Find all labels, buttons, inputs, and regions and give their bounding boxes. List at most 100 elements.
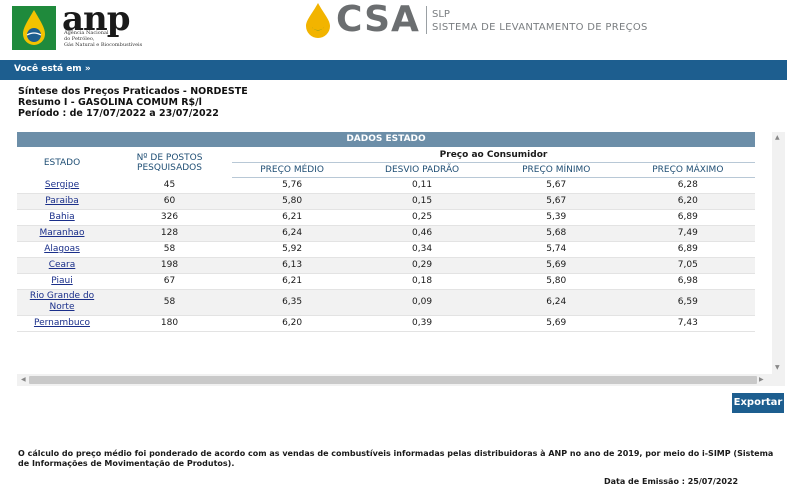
desvio-cell: 0,09 [352,289,492,316]
state-link[interactable]: Pernambuco [17,315,107,332]
column-header-postos: Nº DE POSTOS PESQUISADOS [136,153,203,173]
preco-medio-cell: 6,24 [232,225,353,242]
horizontal-scrollbar[interactable]: ◀ ▶ [17,374,785,386]
report-period: Período : de 17/07/2022 a 23/07/2022 [18,108,219,119]
breadcrumb: Você está em » [14,64,91,74]
breadcrumb-bar: Você está em » [0,60,787,80]
preco-maximo-cell: 6,59 [620,289,755,316]
postos-cell: 60 [107,193,232,210]
preco-medio-cell: 6,13 [232,257,353,274]
state-link[interactable]: Paraiba [17,193,107,210]
postos-cell: 58 [107,289,232,316]
export-button[interactable]: Exportar [732,393,784,413]
postos-cell: 128 [107,225,232,242]
preco-maximo-cell: 7,05 [620,257,755,274]
scroll-up-icon[interactable]: ▲ [775,134,780,141]
postos-cell: 45 [107,177,232,194]
column-header-preco-minimo: PREÇO MÍNIMO [491,162,621,178]
report-title: Síntese dos Preços Praticados - NORDESTE [18,86,248,97]
preco-maximo-cell: 6,89 [620,209,755,226]
slp-label: SLP [432,9,450,20]
preco-minimo-cell: 5,74 [491,241,621,258]
state-link[interactable]: Piaui [17,273,107,290]
desvio-cell: 0,11 [352,177,492,194]
anp-logo-icon [12,6,56,50]
preco-minimo-cell: 5,69 [491,315,621,332]
preco-minimo-cell: 6,24 [491,289,621,316]
desvio-cell: 0,18 [352,273,492,290]
postos-cell: 180 [107,315,232,332]
preco-minimo-cell: 5,69 [491,257,621,274]
postos-cell: 198 [107,257,232,274]
column-header-desvio: DESVIO PADRÃO [352,162,492,178]
desvio-cell: 0,46 [352,225,492,242]
preco-medio-cell: 5,76 [232,177,353,194]
scroll-down-icon[interactable]: ▼ [775,364,780,371]
table-row: Sergipe 45 5,76 0,11 5,67 6,28 [17,177,755,194]
emission-date: Data de Emissão : 25/07/2022 [604,477,739,486]
report-titles: Síntese dos Preços Praticados - NORDESTE… [18,86,248,119]
table-row: Maranhao 128 6,24 0,46 5,68 7,49 [17,225,755,242]
state-link[interactable]: Maranhao [17,225,107,242]
state-link[interactable]: Ceara [17,257,107,274]
table-row: Alagoas 58 5,92 0,34 5,74 6,89 [17,241,755,258]
data-table-panel: DADOS ESTADO ESTADO Nº DE POSTOS PESQUIS… [17,130,785,386]
anp-subtitle: Agência Nacional do Petróleo, Gás Natura… [64,30,144,48]
report-subtitle: Resumo I - GASOLINA COMUM R$/l [18,97,202,108]
desvio-cell: 0,25 [352,209,492,226]
desvio-cell: 0,39 [352,315,492,332]
state-link[interactable]: Rio Grande do Norte [17,289,107,316]
preco-medio-cell: 6,35 [232,289,353,316]
preco-maximo-cell: 6,89 [620,241,755,258]
preco-minimo-cell: 5,67 [491,193,621,210]
preco-medio-cell: 5,80 [232,193,353,210]
preco-maximo-cell: 6,28 [620,177,755,194]
postos-cell: 67 [107,273,232,290]
preco-minimo-cell: 5,68 [491,225,621,242]
column-header-preco-medio: PREÇO MÉDIO [232,162,353,178]
table-row: Bahia 326 6,21 0,25 5,39 6,89 [17,209,755,226]
table-row: Paraiba 60 5,80 0,15 5,67 6,20 [17,193,755,210]
scroll-left-icon[interactable]: ◀ [21,376,26,383]
methodology-note: O cálculo do preço médio foi ponderado d… [18,449,774,468]
prices-table: ESTADO Nº DE POSTOS PESQUISADOS Preço ao… [17,149,755,332]
preco-minimo-cell: 5,39 [491,209,621,226]
table-row: Pernambuco 180 6,20 0,39 5,69 7,43 [17,315,755,332]
postos-cell: 326 [107,209,232,226]
preco-maximo-cell: 6,20 [620,193,755,210]
column-group-preco: Preço ao Consumidor [232,149,755,163]
scroll-right-icon[interactable]: ▶ [759,376,764,383]
preco-maximo-cell: 7,43 [620,315,755,332]
header-divider [426,6,427,34]
column-header-estado: ESTADO [43,158,81,168]
preco-medio-cell: 6,21 [232,273,353,290]
header: anp Agência Nacional do Petróleo, Gás Na… [0,0,787,60]
anp-wordmark: anp [62,0,131,39]
table-row: Piaui 67 6,21 0,18 5,80 6,98 [17,273,755,290]
column-header-preco-maximo: PREÇO MÁXIMO [620,162,755,178]
csa-wordmark: CSA [336,0,420,40]
anp-sub-line: do Petróleo, [64,36,95,42]
desvio-cell: 0,15 [352,193,492,210]
scrollbar-thumb[interactable] [29,376,757,384]
desvio-cell: 0,34 [352,241,492,258]
section-header: DADOS ESTADO [17,132,755,147]
preco-maximo-cell: 6,98 [620,273,755,290]
state-link[interactable]: Alagoas [17,241,107,258]
table-row: Rio Grande do Norte 58 6,35 0,09 6,24 6,… [17,289,755,316]
desvio-cell: 0,29 [352,257,492,274]
csa-drop-icon [306,3,330,38]
anp-sub-line: Agência Nacional [64,30,109,36]
preco-minimo-cell: 5,80 [491,273,621,290]
preco-minimo-cell: 5,67 [491,177,621,194]
postos-cell: 58 [107,241,232,258]
preco-medio-cell: 5,92 [232,241,353,258]
state-link[interactable]: Bahia [17,209,107,226]
preco-medio-cell: 6,20 [232,315,353,332]
state-link[interactable]: Sergipe [17,177,107,194]
anp-sub-line: Gás Natural e Biocombustíveis [64,42,143,48]
vertical-scrollbar[interactable]: ▲ ▼ [772,132,785,374]
table-row: Ceara 198 6,13 0,29 5,69 7,05 [17,257,755,274]
preco-maximo-cell: 7,49 [620,225,755,242]
preco-medio-cell: 6,21 [232,209,353,226]
